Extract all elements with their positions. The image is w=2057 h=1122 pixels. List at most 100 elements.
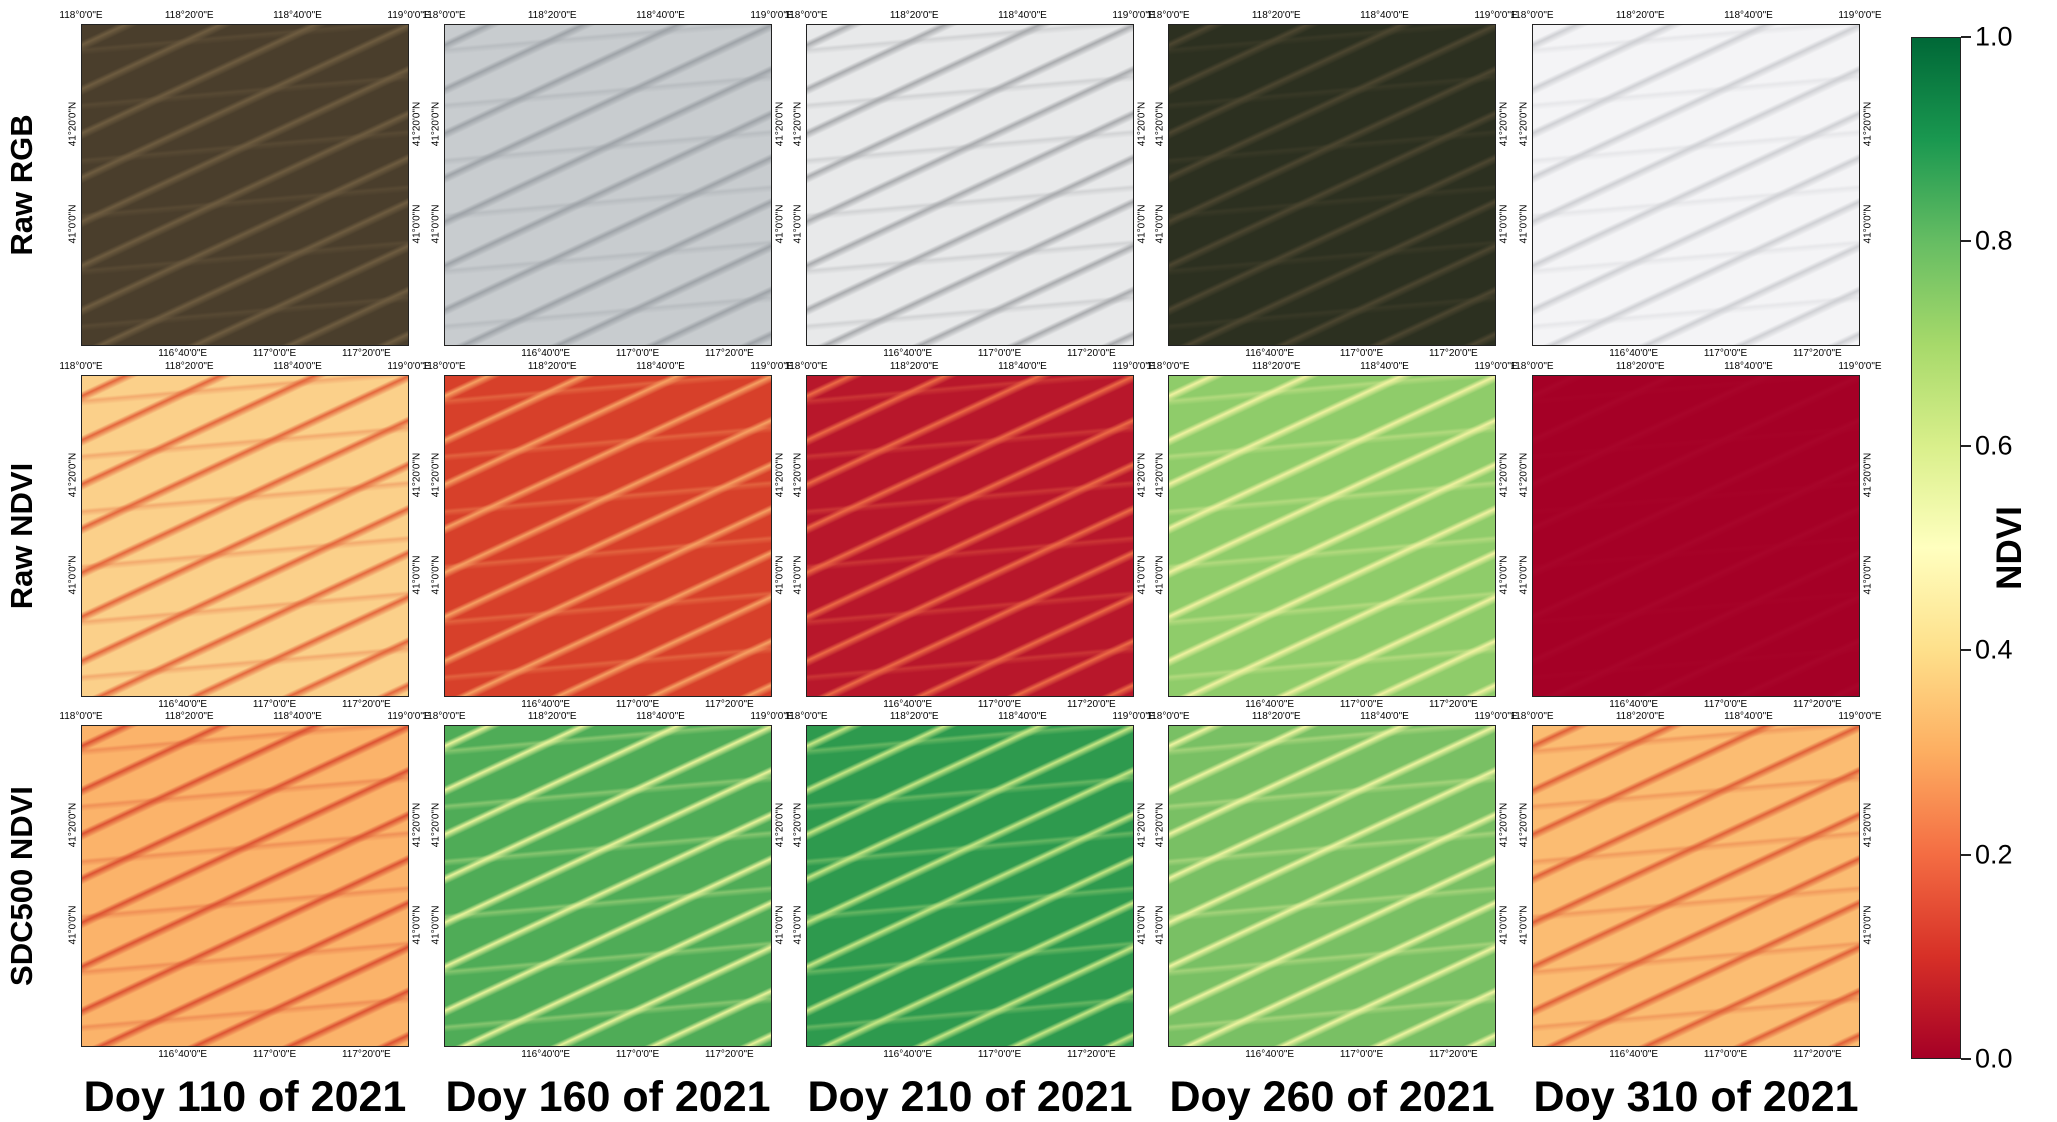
column-label: Doy 260 of 2021 — [1169, 1073, 1495, 1121]
map-texture — [445, 25, 771, 345]
longitude-tick-label: 116°40'0"E — [521, 1049, 571, 1060]
latitude-tick-label: 41°0'0"N — [411, 204, 423, 244]
latitude-tick-label: 41°20'0"N — [792, 101, 804, 147]
row-label: Raw NDVI — [4, 462, 39, 610]
map-panel — [1532, 24, 1860, 346]
latitude-tick-label: 41°20'0"N — [792, 802, 804, 848]
longitude-tick-label: 118°40'0"E — [1724, 361, 1773, 372]
longitude-tick-label: 118°20'0"E — [164, 361, 214, 372]
colorbar-tick-label: 1.0 — [1975, 21, 2013, 52]
latitude-tick-label: 41°20'0"N — [774, 452, 786, 498]
longitude-tick-label: 118°0'0"E — [422, 711, 466, 722]
latitude-tick-label: 41°0'0"N — [1498, 204, 1510, 244]
column-label: Doy 110 of 2021 — [83, 1073, 407, 1121]
longitude-tick-label: 118°40'0"E — [636, 361, 685, 372]
longitude-tick-label: 116°40'0"E — [1245, 348, 1295, 359]
latitude-tick-label: 41°20'0"N — [1154, 802, 1166, 848]
longitude-tick-label: 118°40'0"E — [636, 10, 685, 21]
longitude-tick-label: 119°0'0"E — [1474, 10, 1518, 21]
longitude-tick-label: 116°40'0"E — [1245, 1049, 1295, 1060]
latitude-tick-label: 41°0'0"N — [774, 204, 786, 244]
longitude-tick-label: 117°20'0"E — [341, 348, 391, 359]
map-texture — [1533, 25, 1859, 345]
map-panel — [81, 375, 409, 697]
longitude-tick-label: 119°0'0"E — [750, 10, 794, 21]
colorbar-tick-label: 0.6 — [1975, 430, 2013, 461]
map-texture — [1169, 726, 1495, 1046]
longitude-tick-label: 117°20'0"E — [1066, 1049, 1116, 1060]
longitude-tick-label: 118°0'0"E — [1146, 711, 1190, 722]
colorbar-tick — [1961, 36, 1971, 38]
longitude-tick-label: 116°40'0"E — [158, 1049, 208, 1060]
longitude-tick-label: 119°0'0"E — [1838, 361, 1882, 372]
longitude-tick-label: 117°0'0"E — [1339, 1049, 1384, 1060]
latitude-tick-label: 41°0'0"N — [1518, 204, 1530, 244]
longitude-tick-label: 118°40'0"E — [273, 10, 322, 21]
longitude-tick-label: 117°0'0"E — [1703, 1049, 1748, 1060]
latitude-tick-label: 41°20'0"N — [1136, 802, 1148, 848]
colorbar-tick-label: 0.0 — [1975, 1043, 2013, 1074]
longitude-tick-label: 116°40'0"E — [158, 348, 208, 359]
latitude-tick-label: 41°0'0"N — [1862, 555, 1874, 595]
longitude-tick-label: 119°0'0"E — [750, 361, 794, 372]
longitude-tick-label: 117°20'0"E — [704, 699, 754, 710]
longitude-tick-label: 116°40'0"E — [883, 699, 933, 710]
longitude-tick-label: 118°40'0"E — [1360, 361, 1409, 372]
longitude-tick-label: 117°0'0"E — [977, 348, 1022, 359]
longitude-tick-label: 116°40'0"E — [1609, 1049, 1659, 1060]
colorbar-tick — [1961, 240, 1971, 243]
longitude-tick-label: 117°0'0"E — [1339, 348, 1384, 359]
latitude-tick-label: 41°0'0"N — [1518, 905, 1530, 945]
colorbar-tick-label: 0.2 — [1975, 839, 2013, 870]
latitude-tick-label: 41°20'0"N — [1862, 452, 1874, 498]
longitude-tick-label: 118°20'0"E — [527, 361, 577, 372]
longitude-tick-label: 119°0'0"E — [387, 10, 431, 21]
latitude-tick-label: 41°0'0"N — [1154, 905, 1166, 945]
longitude-tick-label: 117°20'0"E — [1428, 699, 1478, 710]
map-panel — [81, 24, 409, 346]
latitude-tick-label: 41°0'0"N — [430, 555, 442, 595]
longitude-tick-label: 117°0'0"E — [252, 699, 297, 710]
column-label: Doy 160 of 2021 — [445, 1073, 771, 1121]
map-texture — [445, 726, 771, 1046]
map-texture — [807, 726, 1133, 1046]
latitude-tick-label: 41°20'0"N — [774, 802, 786, 848]
longitude-tick-label: 118°20'0"E — [1251, 10, 1301, 21]
map-panel — [1168, 375, 1496, 697]
map-panel — [806, 725, 1134, 1047]
row-label: SDC500 NDVI — [4, 786, 39, 986]
longitude-tick-label: 116°40'0"E — [883, 348, 933, 359]
longitude-tick-label: 119°0'0"E — [1112, 361, 1156, 372]
latitude-tick-label: 41°20'0"N — [1518, 802, 1530, 848]
latitude-tick-label: 41°20'0"N — [411, 101, 423, 147]
longitude-tick-label: 118°40'0"E — [1360, 711, 1409, 722]
longitude-tick-label: 117°20'0"E — [1066, 699, 1116, 710]
longitude-tick-label: 118°40'0"E — [998, 361, 1047, 372]
longitude-tick-label: 118°20'0"E — [1251, 361, 1301, 372]
latitude-tick-label: 41°0'0"N — [792, 905, 804, 945]
longitude-tick-label: 116°40'0"E — [883, 1049, 933, 1060]
longitude-tick-label: 118°40'0"E — [1724, 711, 1773, 722]
longitude-tick-label: 118°0'0"E — [784, 10, 828, 21]
longitude-tick-label: 118°20'0"E — [1615, 711, 1665, 722]
latitude-tick-label: 41°0'0"N — [1498, 905, 1510, 945]
longitude-tick-label: 118°0'0"E — [422, 361, 466, 372]
longitude-tick-label: 116°40'0"E — [1609, 699, 1659, 710]
longitude-tick-label: 118°40'0"E — [273, 711, 322, 722]
latitude-tick-label: 41°20'0"N — [1136, 452, 1148, 498]
longitude-tick-label: 118°40'0"E — [273, 361, 322, 372]
longitude-tick-label: 118°20'0"E — [527, 711, 577, 722]
longitude-tick-label: 116°40'0"E — [1609, 348, 1659, 359]
longitude-tick-label: 118°20'0"E — [889, 361, 939, 372]
latitude-tick-label: 41°0'0"N — [1136, 905, 1148, 945]
longitude-tick-label: 117°0'0"E — [1703, 699, 1748, 710]
map-panel — [806, 24, 1134, 346]
longitude-tick-label: 119°0'0"E — [1474, 361, 1518, 372]
latitude-tick-label: 41°20'0"N — [1862, 802, 1874, 848]
longitude-tick-label: 117°0'0"E — [252, 348, 297, 359]
map-texture — [82, 25, 408, 345]
longitude-tick-label: 117°20'0"E — [341, 1049, 391, 1060]
latitude-tick-label: 41°0'0"N — [430, 204, 442, 244]
longitude-tick-label: 116°40'0"E — [521, 699, 571, 710]
latitude-tick-label: 41°0'0"N — [1154, 204, 1166, 244]
